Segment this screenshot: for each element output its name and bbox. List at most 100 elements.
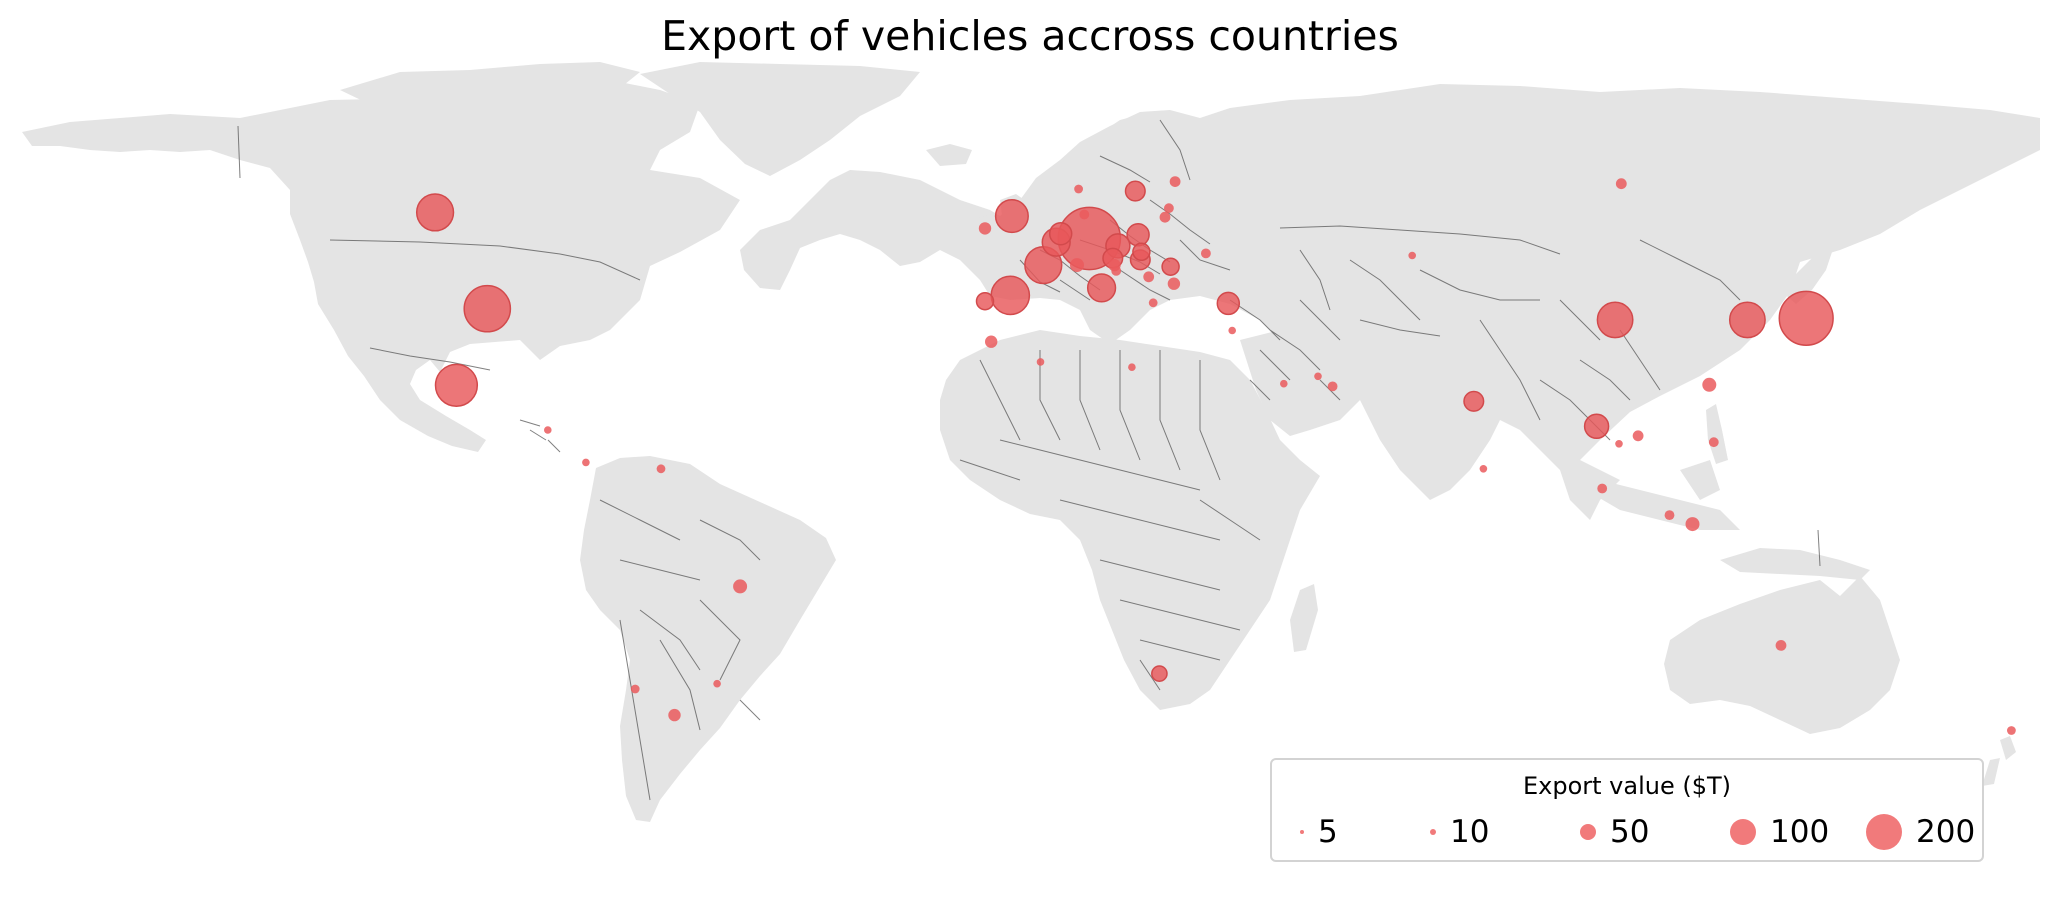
export-bubbles-layer <box>415 176 2016 735</box>
export-bubble <box>994 199 1029 234</box>
export-bubble <box>978 222 992 235</box>
export-bubble <box>1463 390 1485 412</box>
export-bubble <box>1597 483 1608 494</box>
export-bubble <box>1128 363 1136 372</box>
japan-landmass <box>1780 222 1836 304</box>
legend-title: Export value ($T) <box>1522 772 1732 800</box>
asia-borders <box>1279 225 1741 441</box>
australia-landmass <box>1664 576 1900 734</box>
alaska-border <box>237 125 241 179</box>
export-bubble <box>1632 430 1644 442</box>
export-bubble <box>1086 273 1117 303</box>
legend-item-10: 10 <box>1430 812 1489 852</box>
export-bubble <box>1685 517 1700 532</box>
legend-label: 100 <box>1770 814 1830 850</box>
export-bubble <box>975 291 995 311</box>
export-bubble <box>1216 291 1241 316</box>
export-bubble <box>415 193 455 232</box>
legend-marker <box>1730 819 1756 845</box>
export-bubble <box>1074 184 1083 194</box>
madagascar-landmass <box>1290 584 1318 652</box>
export-bubble <box>1079 209 1090 220</box>
north-america-landmass <box>22 70 740 452</box>
export-bubble <box>1479 465 1488 473</box>
export-bubble <box>1036 358 1045 366</box>
legend-item-100: 100 <box>1730 812 1829 852</box>
export-bubble <box>656 464 666 474</box>
export-bubble <box>1169 176 1181 188</box>
export-bubble <box>1314 372 1322 381</box>
export-bubble <box>1664 510 1675 520</box>
scandinavia-landmass <box>1060 112 1190 218</box>
indonesia-landmass <box>1596 460 1870 580</box>
export-bubble <box>1111 266 1122 276</box>
border-layer <box>237 119 1821 801</box>
us-canada-border <box>329 239 641 281</box>
export-bubble <box>1201 248 1211 259</box>
legend-item-50: 50 <box>1580 812 1649 852</box>
legend-marker <box>1866 814 1902 850</box>
africa-borders <box>959 350 1261 691</box>
legend-label: 10 <box>1450 814 1490 850</box>
export-bubble <box>1143 271 1155 283</box>
export-bubble <box>1775 640 1787 651</box>
arctic-islands-landmass <box>340 62 640 118</box>
greenland-landmass <box>640 62 920 176</box>
iceland-landmass <box>926 144 972 166</box>
export-bubble <box>990 275 1031 316</box>
legend: Export value ($T) 5 10 50 100 200 <box>1270 758 1984 862</box>
export-bubble <box>544 426 552 434</box>
legend-item-200: 200 <box>1866 812 1976 852</box>
new-zealand-landmass <box>1982 736 2016 786</box>
export-bubble <box>1702 377 1717 392</box>
legend-label: 200 <box>1916 814 1976 850</box>
export-bubble <box>463 284 512 333</box>
export-bubble <box>582 458 590 467</box>
africa-landmass <box>940 330 1320 710</box>
export-bubble <box>2007 726 2016 735</box>
us-mexico-border <box>369 347 491 371</box>
legend-marker <box>1300 830 1304 834</box>
export-bubble <box>1148 298 1158 308</box>
export-bubble <box>1124 180 1146 202</box>
export-bubble <box>1615 440 1623 448</box>
export-bubble <box>1161 257 1180 276</box>
export-bubble <box>1048 221 1073 246</box>
export-bubble <box>985 335 998 348</box>
arabia-landmass <box>1240 330 1360 436</box>
landmass-layer <box>22 62 2040 822</box>
south-america-borders <box>599 499 761 801</box>
export-bubble <box>1728 301 1766 339</box>
export-bubble <box>630 684 640 694</box>
legend-label: 50 <box>1610 814 1650 850</box>
export-bubble <box>1070 258 1084 273</box>
export-bubble <box>1615 178 1627 190</box>
legend-item-5: 5 <box>1300 812 1338 852</box>
philippines-landmass <box>1706 404 1728 464</box>
papua-border <box>1817 529 1821 567</box>
map-title: Export of vehicles accross countries <box>661 12 1399 60</box>
central-america-borders <box>519 419 561 453</box>
export-bubble <box>668 708 681 722</box>
export-bubble <box>1159 211 1171 223</box>
export-bubble <box>1778 290 1834 346</box>
export-bubble <box>1583 413 1610 440</box>
export-bubble <box>1126 223 1150 247</box>
export-bubble <box>434 363 479 407</box>
export-bubble <box>1280 379 1288 388</box>
export-bubble <box>1132 242 1151 262</box>
export-bubble <box>1151 665 1168 682</box>
export-bubble <box>733 579 748 594</box>
legend-marker <box>1580 824 1596 840</box>
export-bubble <box>1596 301 1634 339</box>
export-bubble <box>1164 203 1174 214</box>
export-bubble <box>1708 437 1719 448</box>
export-bubble <box>1408 251 1416 260</box>
export-bubble <box>1327 381 1338 392</box>
legend-marker <box>1430 829 1436 835</box>
legend-label: 5 <box>1318 814 1338 850</box>
export-bubble <box>713 679 721 688</box>
south-america-landmass <box>580 456 836 822</box>
export-bubble <box>1167 277 1181 290</box>
